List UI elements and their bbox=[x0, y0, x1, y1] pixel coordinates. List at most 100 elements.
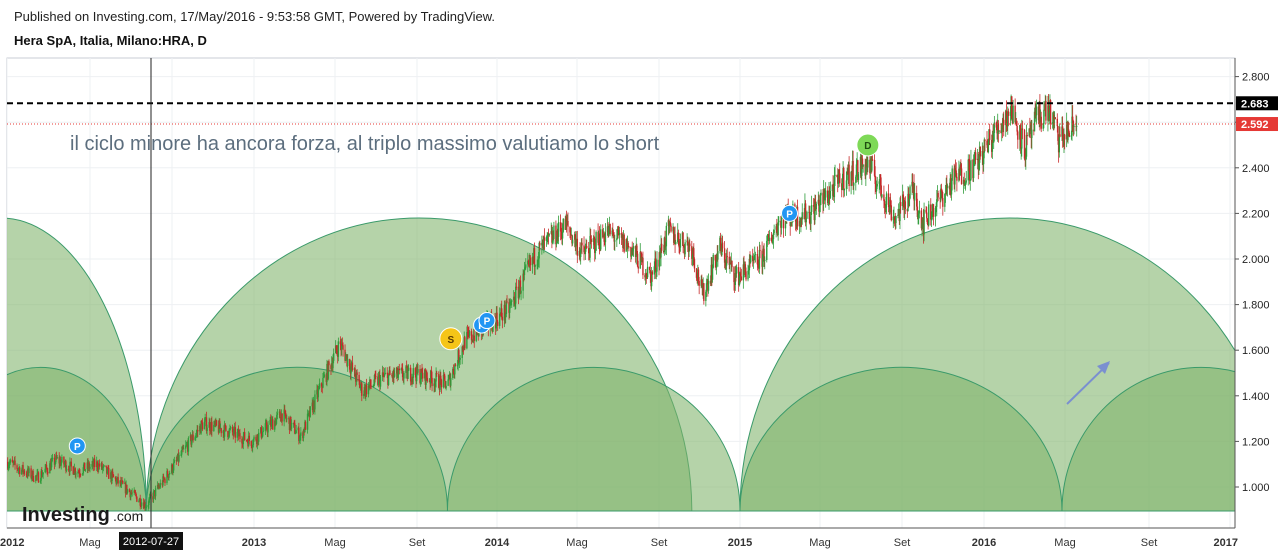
candle-down bbox=[654, 258, 657, 272]
candle-down bbox=[201, 421, 203, 423]
candle-down bbox=[70, 461, 72, 467]
candle-down bbox=[590, 239, 593, 243]
candle-down bbox=[519, 280, 522, 294]
candle-down bbox=[16, 465, 18, 469]
candle-up bbox=[203, 421, 206, 430]
candle-up bbox=[1035, 115, 1037, 116]
candle-up bbox=[707, 280, 710, 291]
event-marker-p[interactable]: P bbox=[68, 437, 86, 455]
event-marker-s[interactable]: S bbox=[439, 327, 463, 351]
candle-up bbox=[742, 264, 745, 281]
candle-up bbox=[772, 233, 775, 240]
candle-up bbox=[1048, 112, 1050, 118]
candle-up bbox=[972, 161, 975, 179]
candle-up bbox=[993, 132, 995, 143]
candle-up bbox=[871, 159, 873, 171]
candle-down bbox=[136, 496, 138, 502]
candle-up bbox=[213, 424, 215, 431]
event-marker-circle[interactable] bbox=[68, 437, 86, 455]
candle-down bbox=[937, 192, 939, 198]
candle-up bbox=[717, 251, 719, 260]
candle-up bbox=[106, 468, 109, 474]
candle-up bbox=[1033, 111, 1036, 132]
candle-down bbox=[1071, 116, 1074, 121]
candle-down bbox=[421, 368, 423, 373]
candle-down bbox=[1072, 120, 1075, 127]
candle-down bbox=[691, 246, 693, 259]
candle-up bbox=[1021, 128, 1023, 149]
event-marker-p[interactable]: P bbox=[478, 312, 496, 330]
candle-up bbox=[91, 463, 93, 467]
candle-up bbox=[655, 271, 658, 273]
candle-up bbox=[923, 209, 925, 235]
candle-down bbox=[128, 489, 131, 492]
y-axis-tick-label: 1.400 bbox=[1242, 391, 1270, 403]
candle-down bbox=[687, 240, 689, 244]
candle-up bbox=[276, 414, 278, 420]
candle-up bbox=[450, 377, 452, 386]
candle-up bbox=[632, 248, 634, 252]
event-marker-circle[interactable] bbox=[439, 327, 463, 351]
candle-up bbox=[393, 373, 396, 377]
candle-down bbox=[88, 463, 91, 469]
candle-up bbox=[818, 205, 821, 212]
candle-down bbox=[231, 426, 234, 433]
candle-down bbox=[162, 476, 165, 480]
crosshair-date-label: 2012-07-27 bbox=[123, 536, 179, 548]
event-marker-circle[interactable] bbox=[856, 133, 880, 157]
candle-down bbox=[1016, 125, 1018, 132]
x-axis-tick-label: Set bbox=[409, 537, 426, 549]
candle-up bbox=[257, 432, 260, 442]
candle-up bbox=[456, 365, 459, 367]
candle-down bbox=[719, 237, 722, 247]
candle-down bbox=[30, 468, 32, 478]
candle-up bbox=[322, 376, 325, 378]
candle-up bbox=[875, 186, 878, 192]
candle-up bbox=[650, 271, 653, 287]
candle-down bbox=[41, 471, 43, 477]
candle-up bbox=[616, 238, 618, 241]
event-marker-d[interactable]: D bbox=[856, 133, 880, 157]
candle-up bbox=[367, 385, 370, 395]
candle-down bbox=[1045, 100, 1047, 121]
x-axis-tick-label: 2013 bbox=[242, 537, 266, 549]
candle-down bbox=[298, 427, 300, 441]
candle-up bbox=[442, 374, 445, 388]
candle-up bbox=[283, 409, 285, 422]
event-marker-circle[interactable] bbox=[781, 204, 799, 222]
candle-down bbox=[255, 436, 257, 441]
candle-up bbox=[347, 359, 349, 366]
candle-down bbox=[443, 374, 445, 376]
candle-down bbox=[215, 420, 218, 426]
event-marker-p[interactable]: P bbox=[781, 204, 799, 222]
candle-up bbox=[616, 228, 619, 239]
candle-up bbox=[801, 212, 803, 220]
candle-down bbox=[83, 462, 86, 471]
candle-up bbox=[195, 435, 197, 438]
candle-down bbox=[284, 409, 286, 411]
candle-up bbox=[965, 180, 967, 183]
candle-up bbox=[187, 437, 190, 452]
candle-up bbox=[909, 186, 911, 199]
candle-down bbox=[871, 159, 874, 161]
candle-up bbox=[853, 182, 855, 186]
candle-up bbox=[1020, 148, 1022, 150]
candle-up bbox=[299, 435, 301, 439]
candle-down bbox=[430, 370, 433, 378]
candle-up bbox=[545, 236, 548, 241]
minor-cycle-arc bbox=[739, 367, 1063, 512]
candle-down bbox=[879, 174, 882, 186]
candle-up bbox=[747, 270, 750, 272]
candle-up bbox=[12, 461, 15, 463]
event-marker-circle[interactable] bbox=[478, 312, 496, 330]
candle-up bbox=[580, 242, 583, 251]
candle-down bbox=[968, 161, 971, 181]
candle-up bbox=[229, 428, 231, 430]
candle-up bbox=[1071, 116, 1073, 136]
candle-up bbox=[247, 435, 250, 447]
candle-up bbox=[509, 303, 512, 306]
candle-up bbox=[800, 217, 802, 227]
candle-down bbox=[25, 473, 28, 475]
candle-up bbox=[397, 368, 400, 375]
